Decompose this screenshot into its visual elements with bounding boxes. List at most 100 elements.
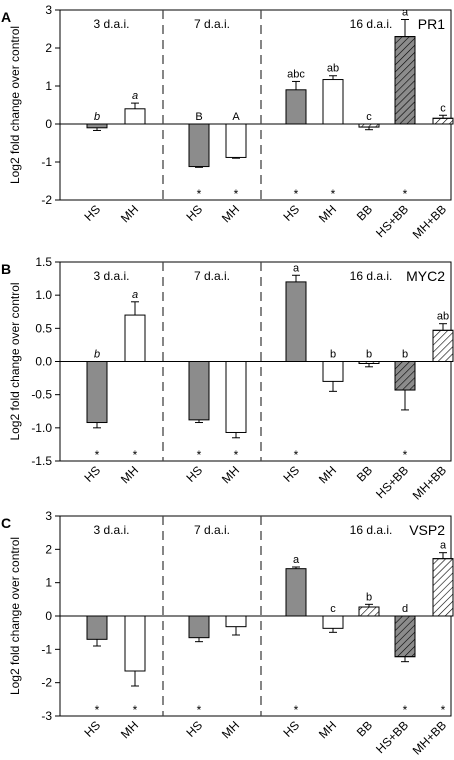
category-label: BB (354, 202, 375, 223)
y-tick-label: -2 (41, 676, 52, 690)
category-label: HS (81, 202, 103, 224)
significance-letter: a (293, 262, 300, 274)
category-label: HS+BB (373, 202, 411, 240)
significance-star: * (403, 448, 408, 462)
bar-hatch (394, 615, 416, 658)
y-tick-label: -1.0 (31, 421, 52, 435)
y-axis-label: Log2 fold change over control (8, 26, 22, 184)
significance-letter: c (440, 102, 446, 114)
y-tick-label: -0.5 (31, 388, 52, 402)
y-tick-label: 2 (45, 542, 52, 556)
significance-letter: a (440, 540, 447, 552)
bar-hs (285, 89, 307, 125)
y-tick-label: 0.5 (35, 321, 52, 335)
category-label: BB (354, 718, 375, 739)
group-label: 16 d.a.i. (350, 269, 393, 283)
y-tick-label: -1 (41, 642, 52, 656)
significance-star: * (403, 187, 408, 201)
plot-frame (59, 9, 452, 201)
significance-letter: c (330, 603, 336, 615)
category-label: MH (316, 202, 339, 225)
significance-star: * (197, 703, 202, 717)
bar-mh (124, 615, 146, 672)
y-tick-label: 2 (45, 41, 52, 55)
significance-letter: b (330, 349, 336, 361)
category-label: MH (219, 202, 242, 225)
significance-letter: b (402, 349, 408, 361)
y-tick-label: 3 (45, 3, 52, 17)
bar-hatch (358, 361, 380, 364)
y-tick-label: 0 (45, 117, 52, 131)
y-axis-label: Log2 fold change over control (8, 537, 22, 695)
y-tick-label: 1.0 (35, 288, 52, 302)
group-label: 16 d.a.i. (350, 17, 393, 31)
bar-mh (124, 314, 146, 363)
group-label: 3 d.a.i. (93, 17, 129, 31)
significance-letter: a (132, 289, 138, 301)
y-tick-label: -2 (41, 193, 52, 207)
group-label: 7 d.a.i. (194, 523, 230, 537)
panel-b: -1.5 -1.0 -0.5 0.0 0.5 1.0 1.5 Log2 fold change… (1, 255, 454, 503)
bar-hatch (394, 36, 416, 125)
significance-letter: abc (287, 68, 305, 80)
bar-mh (322, 615, 344, 629)
group-label: 3 d.a.i. (93, 269, 129, 283)
y-tick-label: 1.5 (35, 255, 52, 269)
significance-star: * (234, 187, 239, 201)
y-tick-label: 3 (45, 509, 52, 523)
bar-mh (225, 615, 247, 628)
category-label: HS (280, 718, 302, 740)
bar-hs (188, 361, 210, 421)
category-label: MH (118, 202, 141, 225)
category-label: BB (354, 463, 375, 484)
bar-hatch (432, 329, 454, 362)
significance-letter: ab (327, 63, 339, 75)
significance-star: * (403, 703, 408, 717)
significance-letter: c (366, 111, 372, 123)
significance-letter: a (293, 554, 300, 566)
gene-name: MYC2 (406, 268, 445, 284)
category-label: HS (183, 718, 205, 740)
significance-letter: b (366, 349, 372, 361)
y-tick-label: 1 (45, 576, 52, 590)
significance-star: * (234, 448, 239, 462)
y-tick-label: 0.0 (35, 355, 52, 369)
category-label: MH (118, 463, 141, 486)
significance-star: * (331, 187, 336, 201)
bar-hs (188, 615, 210, 639)
significance-star: * (294, 448, 299, 462)
significance-star: * (95, 448, 100, 462)
panel-letter: A (1, 9, 11, 25)
bar-hs (285, 281, 307, 362)
category-label: MH+BB (410, 718, 449, 757)
bar-mh (225, 361, 247, 433)
y-tick-label: -1.5 (31, 454, 52, 468)
bar-hs (86, 615, 108, 640)
bar-hatch (358, 123, 380, 128)
significance-star: * (133, 703, 138, 717)
panel-letter: C (1, 515, 11, 531)
significance-letter: ab (437, 311, 449, 323)
group-label: 3 d.a.i. (93, 523, 129, 537)
category-label: HS (81, 463, 103, 485)
category-label: HS (183, 463, 205, 485)
group-label: 7 d.a.i. (194, 17, 230, 31)
y-axis-label: Log2 fold change over control (8, 282, 22, 440)
y-tick-label: -1 (41, 155, 52, 169)
gene-name: PR1 (418, 16, 445, 32)
y-tick-label: 1 (45, 79, 52, 93)
bar-mh (225, 123, 247, 158)
significance-letter: b (94, 111, 100, 123)
category-label: MH (316, 718, 339, 741)
bar-hatch (394, 361, 416, 391)
category-label: MH (219, 463, 242, 486)
significance-letter: b (94, 349, 100, 361)
bar-hatch (432, 117, 454, 125)
bar-mh (124, 108, 146, 125)
group-label: 7 d.a.i. (194, 269, 230, 283)
panel-letter: B (1, 261, 11, 277)
panel-c: -3 -2 -1 0 1 2 3 Log2 fold change over control C… (1, 509, 454, 758)
significance-star: * (294, 703, 299, 717)
